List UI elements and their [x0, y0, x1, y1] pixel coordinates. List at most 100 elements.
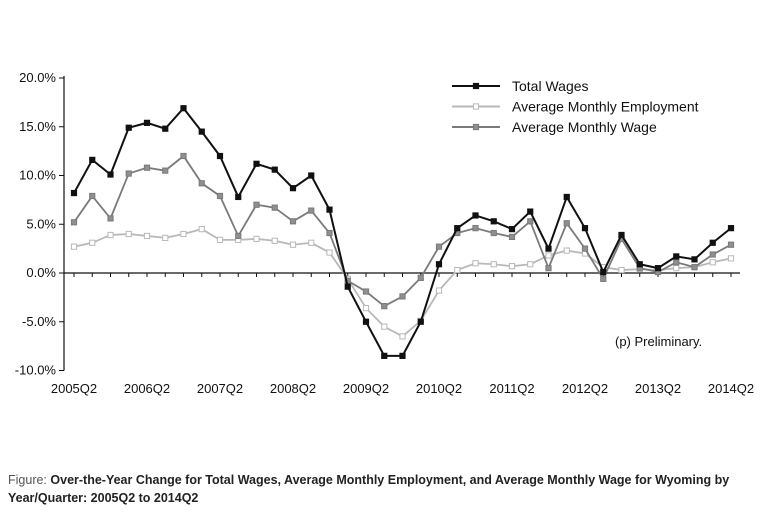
data-point [235, 193, 242, 201]
legend-label: Average Monthly Employment [512, 99, 699, 115]
data-point [344, 283, 351, 290]
data-point [709, 239, 716, 246]
legend-swatch-marker [472, 103, 480, 110]
data-point [198, 180, 205, 187]
x-axis-ticks: 2005Q2 2006Q2 2007Q2 2008Q2 2009Q2 2010Q2 2011… [51, 273, 754, 396]
x-tick-label: 2005Q2 [51, 381, 97, 396]
data-point [709, 259, 716, 266]
preliminary-note: (p) Preliminary. [615, 334, 702, 349]
data-point [235, 232, 242, 240]
data-point [727, 225, 735, 232]
data-point [472, 212, 479, 219]
data-point [399, 333, 406, 340]
data-point [253, 160, 260, 167]
data-point [271, 166, 278, 173]
data-point [435, 243, 443, 250]
x-tick-label: 2006Q2 [124, 381, 170, 396]
y-tick-label: 0.0% [26, 265, 56, 280]
x-tick-label: 2008Q2 [270, 381, 316, 396]
x-tick-label: 2009Q2 [343, 381, 389, 396]
series-total-wages [70, 105, 735, 359]
data-point [600, 268, 607, 276]
data-point [508, 233, 516, 241]
x-tick-label: 2010Q2 [416, 381, 462, 396]
data-point [581, 225, 589, 232]
data-point [89, 192, 96, 200]
x-tick-label: 2011Q2 [489, 381, 534, 396]
series-line [73, 228, 732, 338]
y-tick-label: 10.0% [19, 168, 56, 183]
data-point [308, 172, 315, 179]
data-point [70, 219, 78, 226]
data-point [527, 261, 534, 268]
data-point [362, 288, 370, 295]
caption-prefix: Figure: [8, 473, 47, 487]
data-point [289, 185, 297, 192]
data-point [618, 266, 625, 274]
y-tick-label: 5.0% [26, 216, 56, 231]
data-point [89, 239, 96, 246]
y-tick-label: 15.0% [19, 119, 56, 134]
data-point [216, 192, 224, 200]
data-point [654, 265, 662, 272]
data-point [362, 305, 370, 312]
data-point [454, 266, 461, 274]
series-layer [70, 105, 735, 359]
data-point [162, 234, 169, 242]
data-point [490, 218, 497, 225]
legend-label: Average Monthly Wage [512, 119, 657, 135]
data-point [198, 226, 205, 233]
data-point [618, 231, 625, 239]
data-point [454, 225, 461, 232]
data-point [107, 215, 114, 222]
data-point [490, 229, 497, 237]
data-point [709, 251, 716, 258]
y-tick-label: -5.0% [22, 314, 56, 329]
data-point [472, 260, 479, 267]
x-tick-label: 2013Q2 [635, 381, 681, 396]
data-point [70, 243, 78, 250]
data-point [125, 124, 132, 131]
data-point [399, 293, 406, 300]
data-point [435, 287, 443, 294]
data-point [563, 193, 570, 201]
data-point [727, 241, 735, 248]
data-point [545, 252, 552, 259]
data-point [472, 225, 479, 232]
data-point [289, 241, 297, 248]
y-axis-ticks: 20.0% 15.0% 10.0% 5.0% 0.0% -5.0% -10.0% [15, 70, 64, 378]
data-point [545, 265, 552, 272]
data-point [417, 318, 424, 325]
data-point [508, 263, 516, 270]
data-point [289, 218, 297, 225]
data-point [89, 156, 96, 164]
data-point [326, 229, 333, 237]
data-point [253, 201, 260, 208]
caption-text: Over-the-Year Change for Total Wages, Av… [8, 473, 730, 505]
data-point [600, 275, 607, 282]
data-point [563, 247, 570, 254]
data-point [107, 171, 114, 178]
data-point [326, 206, 333, 213]
data-point [563, 220, 570, 227]
x-tick-label: 2007Q2 [197, 381, 243, 396]
data-point [581, 245, 589, 252]
data-point [381, 323, 388, 330]
data-point [673, 253, 680, 260]
data-point [107, 231, 114, 239]
y-tick-label: -10.0% [15, 363, 57, 378]
data-point [70, 189, 78, 197]
data-point [125, 170, 132, 177]
data-point [216, 236, 224, 243]
data-point [527, 208, 534, 215]
data-point [143, 232, 151, 240]
series-average-monthly-employment [70, 226, 735, 340]
data-point [381, 352, 388, 359]
data-point [527, 218, 534, 225]
data-point [545, 245, 552, 252]
legend-label: Total Wages [512, 78, 589, 94]
data-point [180, 105, 187, 112]
data-point [508, 226, 516, 233]
series-average-monthly-wage [70, 152, 735, 310]
data-point [253, 235, 260, 242]
